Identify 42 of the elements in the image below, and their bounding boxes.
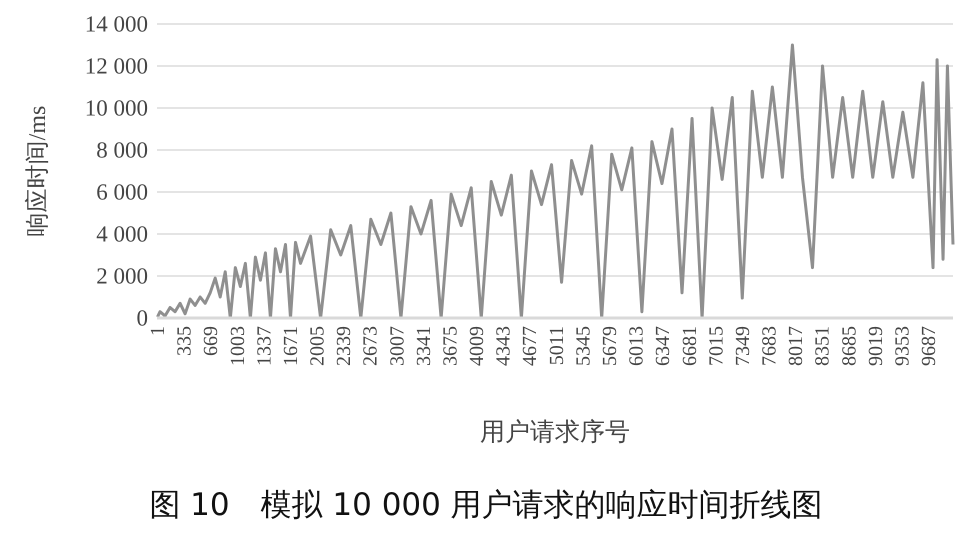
line-series	[156, 44, 954, 316]
x-tick-label: 1671	[280, 326, 302, 366]
x-tick-label: 8351	[812, 326, 834, 366]
x-tick-label: 335	[174, 326, 196, 356]
y-tick-label: 14 000	[84, 11, 148, 36]
x-tick-label: 1	[147, 326, 169, 336]
x-tick-label: 1337	[253, 326, 276, 366]
y-tick-label: 6 000	[96, 179, 148, 204]
x-tick-label: 4677	[519, 326, 542, 366]
y-axis-title: 响应时间/ms	[24, 106, 51, 236]
y-tick-label: 0	[136, 305, 148, 330]
x-tick-label: 5345	[572, 326, 594, 366]
x-tick-label: 9019	[864, 326, 887, 366]
x-tick-label: 9687	[918, 326, 940, 366]
x-tick-label: 3675	[439, 326, 462, 366]
x-tick-label: 7349	[732, 326, 754, 366]
x-tick-label: 2673	[360, 326, 382, 366]
x-tick-label: 7683	[758, 326, 781, 366]
x-tick-label: 3341	[412, 326, 435, 366]
x-tick-label: 6681	[678, 326, 701, 366]
x-tick-label: 7015	[705, 326, 728, 366]
x-tick-label: 1003	[226, 326, 249, 366]
x-tick-label: 2339	[333, 326, 356, 366]
y-tick-label: 8 000	[96, 137, 148, 162]
x-tick-label: 6013	[626, 326, 648, 366]
y-tick-label: 2 000	[96, 263, 148, 288]
x-tick-label: 3007	[386, 326, 408, 366]
x-tick-label: 6347	[652, 326, 674, 366]
x-tick-label: 8685	[838, 326, 860, 366]
x-tick-label: 2005	[306, 326, 329, 366]
x-tick-label: 4343	[492, 326, 515, 366]
x-tick-label: 4009	[466, 326, 488, 366]
text: 图 10 模拟 10 000 用户请求的响应时间折线图	[149, 487, 823, 523]
x-tick-label: 669	[200, 326, 222, 356]
x-tick-label: 5679	[599, 326, 622, 366]
x-tick-label: 8017	[785, 326, 808, 366]
y-tick-label: 12 000	[84, 53, 148, 78]
y-tick-label: 4 000	[96, 221, 148, 246]
x-tick-label: 9353	[891, 326, 914, 366]
x-axis-title: 用户请求序号	[480, 418, 630, 446]
x-tick-label: 5011	[546, 326, 568, 366]
y-tick-label: 10 000	[84, 95, 148, 120]
